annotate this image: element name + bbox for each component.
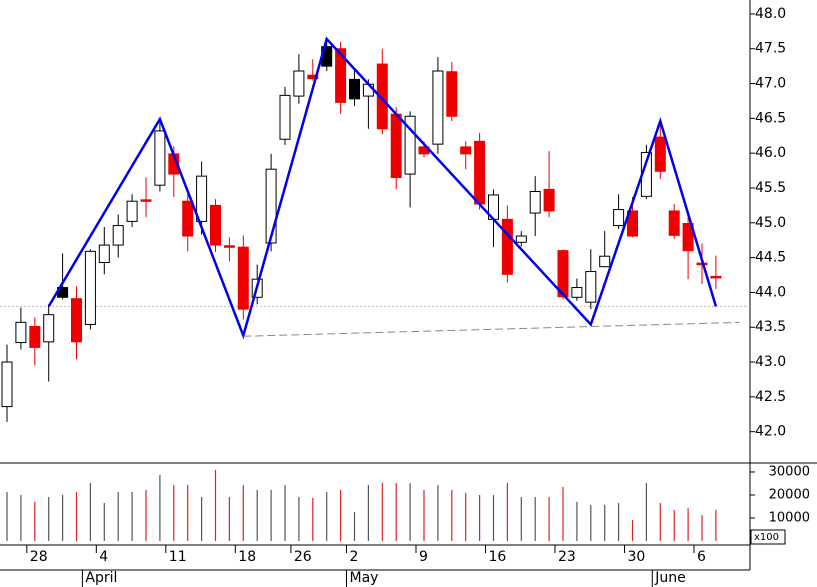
candle-body [515, 235, 527, 243]
candle-body [654, 136, 666, 172]
y-tick-label: 47.5 [755, 41, 786, 57]
candle-body [223, 245, 235, 248]
candle-body [154, 130, 166, 186]
candle-body [682, 222, 694, 252]
candle-body [98, 244, 110, 263]
candle-body [501, 218, 513, 275]
candle-body [557, 250, 569, 298]
candle-body [71, 298, 82, 343]
candle-body [84, 250, 96, 325]
x-tick-label: 6 [697, 549, 706, 565]
candle-body [182, 200, 194, 237]
candle-body [710, 275, 722, 279]
candle-body [460, 146, 472, 155]
x-tick-label: 26 [294, 549, 312, 565]
y-tick-label: 46.0 [755, 145, 786, 161]
candle-body [404, 115, 416, 175]
x-tick-label: 28 [30, 549, 48, 565]
candle-body [293, 70, 305, 97]
unit-box [750, 529, 786, 545]
candle-body [140, 199, 152, 202]
candle-body [446, 71, 458, 117]
x-tick-label: 9 [419, 549, 428, 565]
candle-body [349, 78, 360, 100]
candle-body [43, 314, 55, 343]
trend-line [243, 321, 740, 337]
candle-body [210, 204, 221, 246]
candle-body [474, 140, 486, 205]
candle-body [571, 287, 583, 298]
candle-body [613, 209, 625, 227]
candle-body [529, 190, 541, 214]
candle-body [196, 175, 208, 222]
candle-body [307, 74, 319, 80]
y-tick-label: 48.0 [755, 6, 786, 22]
candle-body [390, 113, 402, 179]
month-label: May [350, 570, 379, 586]
y-tick-label: 44.0 [755, 284, 786, 300]
x-tick-label: 30 [628, 549, 646, 565]
volume-tick-label: 20000 [769, 487, 810, 502]
candle-body [112, 225, 124, 246]
y-tick-label: 45.5 [755, 180, 786, 196]
candle-body [29, 326, 41, 348]
y-tick-label: 44.5 [755, 250, 786, 266]
candle-body [1, 361, 13, 408]
candle-body [279, 94, 291, 140]
trend-line [47, 36, 718, 340]
y-tick-label: 46.5 [755, 110, 786, 126]
y-tick-label: 42.5 [755, 389, 786, 405]
volume-unit-label: x100 [754, 532, 779, 543]
candle-body [126, 200, 138, 222]
candle-body [237, 246, 249, 310]
month-label: April [85, 570, 117, 586]
candle-body [335, 48, 347, 103]
candle-body [585, 271, 597, 303]
volume-tick-label: 10000 [769, 510, 810, 525]
x-tick-label: 11 [169, 549, 187, 565]
month-label: June [654, 570, 686, 586]
volume-tick-label: 30000 [769, 464, 810, 479]
x-tick-label: 4 [99, 549, 108, 565]
y-tick-label: 45.0 [755, 215, 786, 231]
y-tick-label: 47.0 [755, 76, 786, 92]
y-tick-label: 43.0 [755, 354, 786, 370]
x-tick-label: 18 [238, 549, 256, 565]
x-tick-label: 16 [489, 549, 507, 565]
candle-body [265, 168, 277, 244]
x-tick-label: 2 [350, 549, 359, 565]
y-tick-label: 42.0 [755, 424, 786, 440]
candle-body [668, 210, 680, 236]
candle-body [599, 255, 611, 268]
candle-body [543, 188, 555, 212]
y-tick-label: 43.5 [755, 319, 786, 335]
candle-body [432, 70, 444, 145]
candle-body [376, 63, 388, 130]
candle-body [15, 321, 27, 344]
candle-body [627, 210, 638, 237]
x-tick-label: 23 [558, 549, 576, 565]
